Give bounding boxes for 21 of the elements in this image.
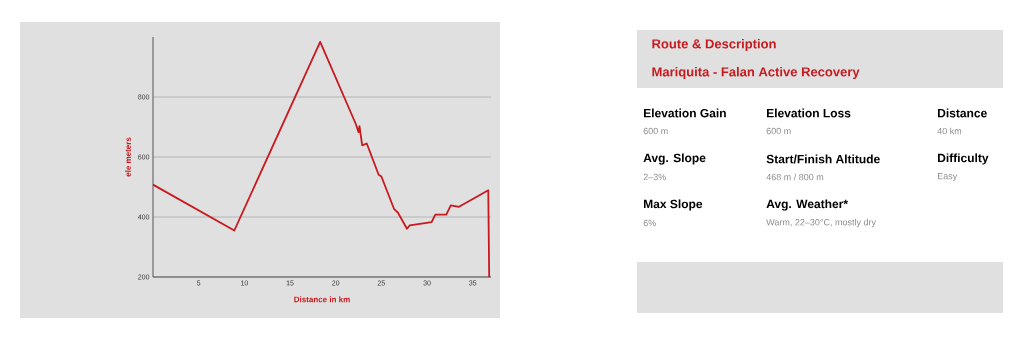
x-axis-title: Distance in km bbox=[294, 296, 350, 303]
text: Avg. Weather* bbox=[766, 199, 849, 211]
text: Difficulty bbox=[938, 153, 989, 165]
text: Mariquita - Falan Active Recovery bbox=[652, 66, 860, 80]
text: 40 km bbox=[937, 127, 962, 135]
y-axis-title: ele meters bbox=[125, 137, 131, 177]
text: Warm, 22–30°C, mostly dry bbox=[766, 218, 876, 228]
text: Route & Description bbox=[652, 38, 776, 52]
text: Easy bbox=[937, 172, 958, 182]
text: 468 m / 800 m bbox=[766, 173, 824, 181]
text: Max Slope bbox=[644, 199, 703, 211]
text: Elevation Gain bbox=[644, 108, 726, 118]
text: 6% bbox=[643, 219, 656, 227]
text: Elevation Loss bbox=[767, 108, 851, 118]
text: Start/Finish Altitude bbox=[766, 154, 880, 164]
text: 600 m bbox=[766, 127, 791, 135]
text: Distance bbox=[938, 108, 987, 118]
text: 2–3% bbox=[643, 173, 666, 181]
line-series bbox=[153, 40, 491, 277]
text: 600 m bbox=[643, 127, 668, 135]
text: Avg. Slope bbox=[643, 153, 706, 165]
